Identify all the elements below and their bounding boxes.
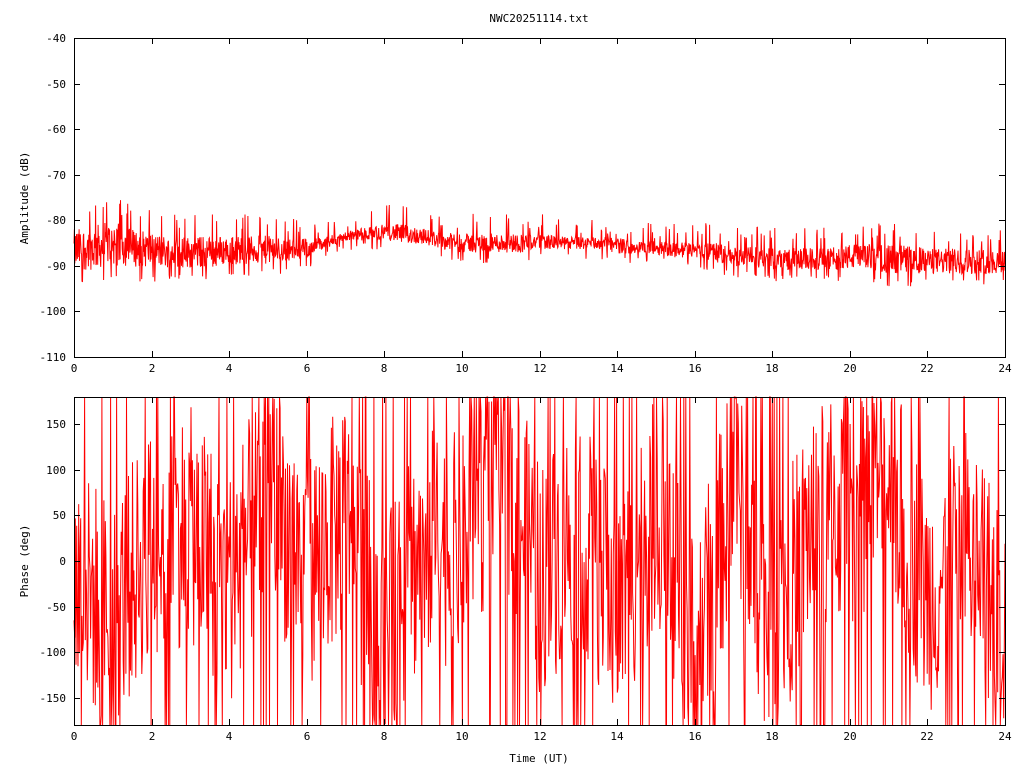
amplitude-x-tick-label: 20 [843, 362, 856, 375]
amplitude-x-tick-label: 10 [455, 362, 468, 375]
phase-y-axis-label: Phase (deg) [18, 525, 31, 598]
phase-x-tick-label: 18 [765, 730, 778, 743]
amplitude-x-tick-label: 14 [610, 362, 624, 375]
phase-x-tick-label: 16 [688, 730, 701, 743]
phase-x-tick-label: 20 [843, 730, 856, 743]
amplitude-x-tick-label: 24 [998, 362, 1012, 375]
phase-y-tick-label: -100 [40, 646, 67, 659]
amplitude-x-tick-label: 0 [71, 362, 78, 375]
amplitude-plot-frame [74, 38, 1006, 358]
amplitude-x-tick-label: 12 [533, 362, 546, 375]
phase-y-tick-label: 150 [46, 418, 66, 431]
phase-x-axis-label: Time (UT) [509, 752, 569, 765]
amplitude-y-tick-label: -40 [46, 32, 66, 45]
amplitude-y-tick-label: -70 [46, 169, 66, 182]
phase-y-tick-label: 50 [53, 509, 66, 522]
chart-title: NWC20251114.txt [489, 12, 588, 25]
amplitude-trace-group [73, 200, 1006, 287]
phase-x-tick-label: 2 [149, 730, 156, 743]
amplitude-x-tick-label: 6 [304, 362, 311, 375]
amplitude-panel: 0 2 4 6 8 10 12 14 16 18 20 22 24-40-50-60-70-80-90-… [18, 32, 1012, 375]
phase-x-tick-label: 0 [71, 730, 78, 743]
amplitude-x-tick-label: 22 [920, 362, 933, 375]
amplitude-x-tick-label: 8 [381, 362, 388, 375]
phase-x-tick-label: 6 [304, 730, 311, 743]
amplitude-y-tick-label: -60 [46, 123, 66, 136]
phase-panel: 0 2 4 6 8 10 12 14 16 18 20 22 24150100500-50-100-15… [18, 396, 1012, 765]
amplitude-y-tick-label: -100 [40, 305, 67, 318]
amplitude-y-axis-label: Amplitude (dB) [18, 152, 31, 245]
phase-y-tick-label: -50 [46, 601, 66, 614]
phase-x-tick-label: 14 [610, 730, 624, 743]
phase-x-tick-label: 4 [226, 730, 233, 743]
amplitude-x-tick-label: 18 [765, 362, 778, 375]
phase-y-tick-label: -150 [40, 692, 67, 705]
phase-axis-ticks: 0 2 4 6 8 10 12 14 16 18 20 22 24150100500-50-100-15… [40, 397, 1012, 743]
amplitude-x-tick-label: 4 [226, 362, 233, 375]
amplitude-y-tick-label: -90 [46, 260, 66, 273]
phase-y-tick-label: 100 [46, 464, 66, 477]
amplitude-axis-ticks: 0 2 4 6 8 10 12 14 16 18 20 22 24-40-50-60-70-80-90-… [40, 32, 1012, 375]
amplitude-series-line [73, 200, 1006, 287]
phase-x-tick-label: 22 [920, 730, 933, 743]
phase-x-tick-label: 24 [998, 730, 1012, 743]
amplitude-y-tick-label: -80 [46, 214, 66, 227]
phase-x-tick-label: 8 [381, 730, 388, 743]
phase-x-tick-label: 12 [533, 730, 546, 743]
phase-y-tick-label: 0 [59, 555, 66, 568]
phase-x-tick-label: 10 [455, 730, 468, 743]
amplitude-y-tick-label: -110 [40, 351, 67, 364]
phase-series-line [73, 396, 1006, 726]
amplitude-x-tick-label: 16 [688, 362, 701, 375]
phase-trace-group [73, 396, 1006, 726]
amplitude-x-tick-label: 2 [149, 362, 156, 375]
amplitude-y-tick-label: -50 [46, 78, 66, 91]
